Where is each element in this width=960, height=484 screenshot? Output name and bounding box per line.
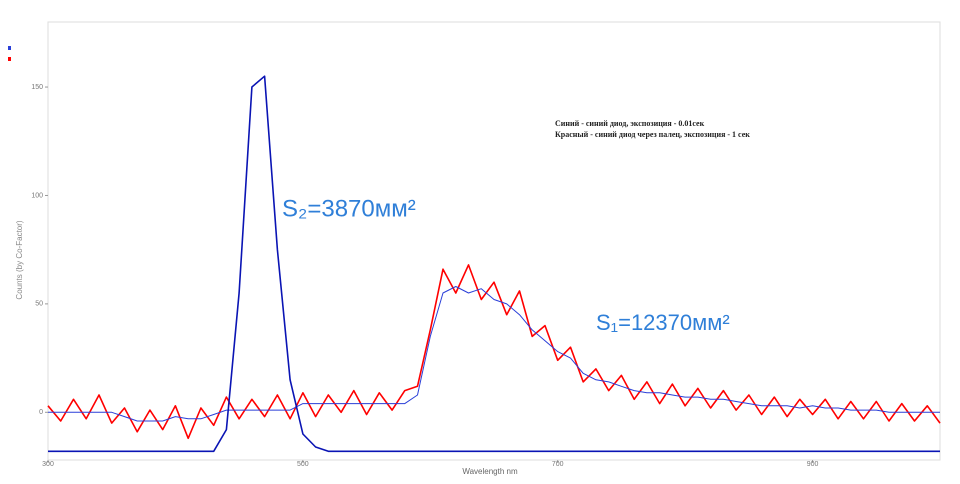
x-tick-label: 700 — [552, 461, 564, 468]
series-line — [48, 286, 940, 422]
annotation: S₁=12370мм² — [596, 310, 730, 335]
x-tick-label: 300 — [42, 461, 54, 468]
y-tick-label: 150 — [31, 84, 43, 91]
annotation: Красный - синий диод через палец, экспоз… — [555, 130, 750, 139]
y-tick-label: 50 — [35, 301, 43, 308]
plot-frame — [47, 21, 941, 461]
x-tick-label: 900 — [807, 461, 819, 468]
x-tick-label: 500 — [297, 461, 309, 468]
y-tick-label: 100 — [31, 192, 43, 199]
x-axis-title: Wavelength nm — [462, 467, 518, 476]
legend-swatch — [8, 46, 11, 50]
series-line — [47, 264, 941, 440]
legend-swatch — [8, 57, 11, 61]
series-line — [48, 75, 940, 453]
annotation: Синий - синий диод, экспозиция - 0.01сек — [555, 119, 705, 128]
y-tick-label: 0 — [39, 409, 43, 416]
y-axis-title: Counts (by Co-Factor) — [15, 220, 24, 299]
annotation: S₂=3870мм² — [282, 195, 416, 222]
